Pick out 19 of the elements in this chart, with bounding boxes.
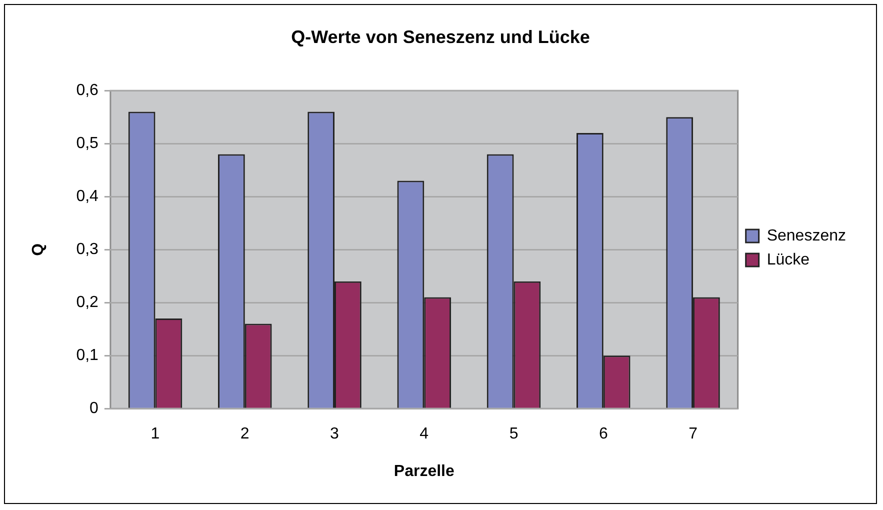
y-tick-label: 0,4 [76, 188, 99, 206]
legend-label: Seneszenz [766, 227, 846, 244]
x-tick-label: 4 [420, 426, 429, 443]
y-tick-label: 0 [90, 400, 99, 418]
x-tick-label: 2 [240, 426, 250, 443]
y-tick-label: 0,3 [76, 241, 99, 258]
y-tick-label: 0,6 [76, 82, 99, 100]
y-tick-label: 0,5 [76, 135, 99, 152]
x-axis-title: Parzelle [394, 462, 454, 480]
y-tick-label: 0,2 [76, 294, 99, 312]
y-axis-title: Q [30, 243, 48, 256]
x-tick-label: 1 [150, 426, 160, 443]
chart-title: Q-Werte von Seneszenz und Lücke [291, 26, 590, 47]
x-tick-label: 3 [330, 426, 340, 443]
y-tick-label: 0,1 [76, 347, 99, 364]
x-tick-label: 7 [688, 426, 698, 443]
legend-label: Lücke [766, 251, 810, 268]
x-tick-label: 6 [598, 426, 608, 443]
x-tick-label: 5 [509, 426, 518, 443]
